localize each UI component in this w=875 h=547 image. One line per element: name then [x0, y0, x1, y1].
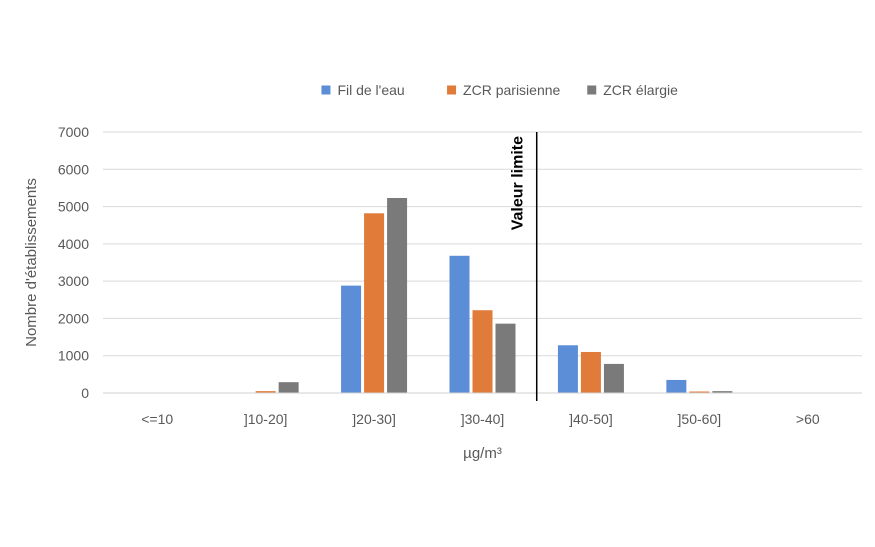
legend-swatch: [321, 85, 331, 95]
bar-2-3: [495, 323, 516, 393]
bar-1-5: [689, 391, 710, 393]
bar-1-3: [472, 310, 493, 393]
bar-2-4: [603, 363, 624, 393]
bar-0-3: [449, 255, 470, 393]
bar-1-4: [580, 351, 601, 393]
bar-1-1: [255, 391, 276, 393]
y-tick-labels: 0 1000 2000 3000 4000 5000 6000 7000: [58, 124, 89, 401]
annotations: Valeur limite: [510, 132, 538, 401]
bar-1-2: [364, 213, 385, 393]
y-tick-label: 0: [81, 385, 89, 401]
x-tick-label: >60: [796, 411, 820, 427]
bars: [255, 197, 733, 393]
bar-2-5: [712, 391, 733, 393]
bar-0-5: [666, 379, 687, 393]
y-axis-title: Nombre d'établissements: [23, 178, 40, 347]
y-tick-label: 5000: [58, 199, 89, 215]
y-tick-label: 1000: [58, 348, 89, 364]
gridlines: [103, 131, 862, 357]
bar-2-2: [387, 197, 408, 393]
y-tick-label: 2000: [58, 310, 89, 326]
legend-swatch: [447, 85, 457, 95]
x-axis-title: µg/m³: [463, 445, 502, 462]
y-tick-label: 3000: [58, 273, 89, 289]
bar-2-1: [278, 382, 299, 393]
y-tick-label: 7000: [58, 124, 89, 140]
legend-label: ZCR parisienne: [463, 82, 560, 98]
x-tick-label: ]30-40]: [461, 411, 505, 427]
legend-label: ZCR élargie: [603, 82, 678, 98]
limit-label: Valeur limite: [510, 136, 527, 230]
legend: Fil de l'eau ZCR parisienne ZCR élargie: [321, 82, 678, 98]
legend-swatch: [587, 85, 597, 95]
x-tick-label: ]50-60]: [678, 411, 722, 427]
x-tick-label: ]40-50]: [569, 411, 613, 427]
bar-0-4: [557, 345, 578, 393]
y-tick-label: 4000: [58, 236, 89, 252]
legend-label: Fil de l'eau: [337, 82, 404, 98]
x-tick-label: <=10: [141, 411, 173, 427]
x-tick-label: ]20-30]: [352, 411, 396, 427]
x-tick-labels: <=10 ]10-20] ]20-30] ]30-40] ]40-50] ]50-60] >…: [141, 411, 820, 427]
x-tick-label: ]10-20]: [244, 411, 288, 427]
bar-0-2: [341, 285, 362, 393]
y-tick-label: 6000: [58, 161, 89, 177]
